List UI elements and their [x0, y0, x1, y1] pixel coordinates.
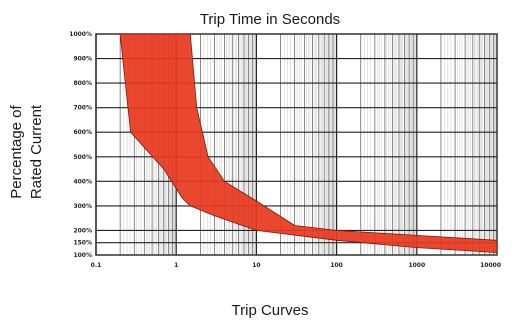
y-tick-label: 500%: [73, 154, 92, 161]
x-tick-label: 0.1: [91, 262, 102, 269]
y-axis-label-line-2: Rated Current: [28, 104, 45, 199]
x-tick-label: 1: [174, 262, 178, 269]
y-tick-label: 600%: [73, 129, 92, 136]
y-tick-label: 900%: [73, 56, 92, 63]
y-tick-label: 1000%: [69, 31, 92, 38]
x-tick-label: 10000: [480, 262, 501, 269]
y-tick-label: 100%: [73, 252, 92, 259]
y-tick-label: 700%: [73, 105, 92, 112]
trip-band-layer: [119, 33, 498, 253]
y-tick-label: 800%: [73, 80, 92, 87]
y-tick-label: 300%: [73, 203, 92, 210]
y-tick-label: 200%: [73, 227, 92, 234]
chart-title: Trip Time in Seconds: [200, 11, 340, 28]
x-tick-label: 1000: [408, 262, 425, 269]
y-axis-label-line-1: Percentage of: [8, 104, 25, 198]
y-tick-label: 400%: [73, 178, 92, 185]
x-tick-label: 100: [330, 262, 343, 269]
x-tick-label: 10: [252, 262, 260, 269]
trip-band-area: [119, 33, 498, 253]
x-axis-label: Trip Curves: [232, 302, 309, 319]
tick-labels: 1000% 900% 800% 700% 600% 500% 400% 300% 200% 150…: [69, 31, 501, 269]
y-tick-label: 150%: [73, 240, 92, 247]
